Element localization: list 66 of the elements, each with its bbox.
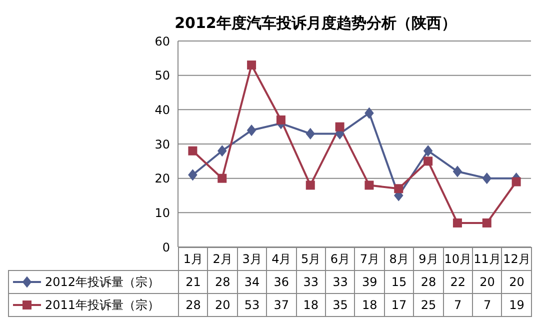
point <box>424 145 433 156</box>
x-tick-label: 3月 <box>237 248 267 270</box>
data-label: 28 <box>178 294 208 316</box>
data-label: 28 <box>208 270 238 294</box>
data-label: 37 <box>266 294 296 316</box>
x-tick-label: 10月 <box>443 248 473 270</box>
data-label: 35 <box>326 294 355 316</box>
point <box>247 124 256 136</box>
data-label: 15 <box>384 270 414 294</box>
point <box>276 115 286 124</box>
point <box>452 218 462 228</box>
data-label: 18 <box>354 294 384 316</box>
x-tick-label: 7月 <box>354 248 384 270</box>
data-label: 36 <box>266 270 296 294</box>
data-label: 33 <box>296 270 326 294</box>
x-tick-label: 1月 <box>178 248 208 270</box>
data-label: 53 <box>237 294 267 316</box>
y-tick-label: 30 <box>154 137 170 152</box>
y-tick-label: 40 <box>154 102 170 117</box>
data-label: 19 <box>502 294 532 316</box>
point <box>482 218 492 228</box>
x-tick-label: 12月 <box>502 248 532 270</box>
x-tick-label: 8月 <box>384 248 414 270</box>
data-label: 28 <box>414 270 444 294</box>
point <box>424 156 433 166</box>
point <box>188 169 198 180</box>
x-tick-label: 6月 <box>326 248 355 270</box>
data-label: 33 <box>326 270 355 294</box>
y-tick-label: 20 <box>154 172 170 186</box>
data-label: 7 <box>472 294 502 316</box>
legend-label: 2011年投诉量（宗） <box>8 294 179 316</box>
y-tick-label: 60 <box>154 34 170 48</box>
data-label: 34 <box>237 270 267 294</box>
point <box>188 146 198 156</box>
x-tick-label: 11月 <box>472 248 502 270</box>
legend-label: 2012年投诉量（宗） <box>8 270 179 294</box>
point <box>364 180 374 190</box>
point <box>247 60 256 70</box>
x-tick-label: 5月 <box>296 248 326 270</box>
data-label: 25 <box>414 294 444 316</box>
data-label: 17 <box>384 294 414 316</box>
point <box>218 174 227 183</box>
data-label: 21 <box>178 270 208 294</box>
point <box>512 177 521 186</box>
point <box>306 180 315 190</box>
data-label: 22 <box>443 270 473 294</box>
point <box>452 166 462 177</box>
data-label: 18 <box>296 294 326 316</box>
data-label: 39 <box>354 270 384 294</box>
data-label: 20 <box>208 294 238 316</box>
point <box>364 108 374 119</box>
data-label: 20 <box>502 270 532 294</box>
chart-title: 2012年度汽车投诉月度趋势分析（陕西） <box>174 13 458 33</box>
x-tick-label: 2月 <box>208 248 238 270</box>
y-tick-label: 0 <box>162 240 170 254</box>
point <box>335 122 344 132</box>
x-tick-label: 4月 <box>266 248 296 270</box>
data-label: 7 <box>443 294 473 316</box>
point <box>482 172 492 184</box>
x-tick-label: 9月 <box>414 248 444 270</box>
y-tick-label: 50 <box>154 68 170 83</box>
data-label: 20 <box>472 270 502 294</box>
point <box>218 145 227 156</box>
point <box>394 184 404 194</box>
y-tick-label: 10 <box>154 206 170 220</box>
point <box>306 128 315 140</box>
